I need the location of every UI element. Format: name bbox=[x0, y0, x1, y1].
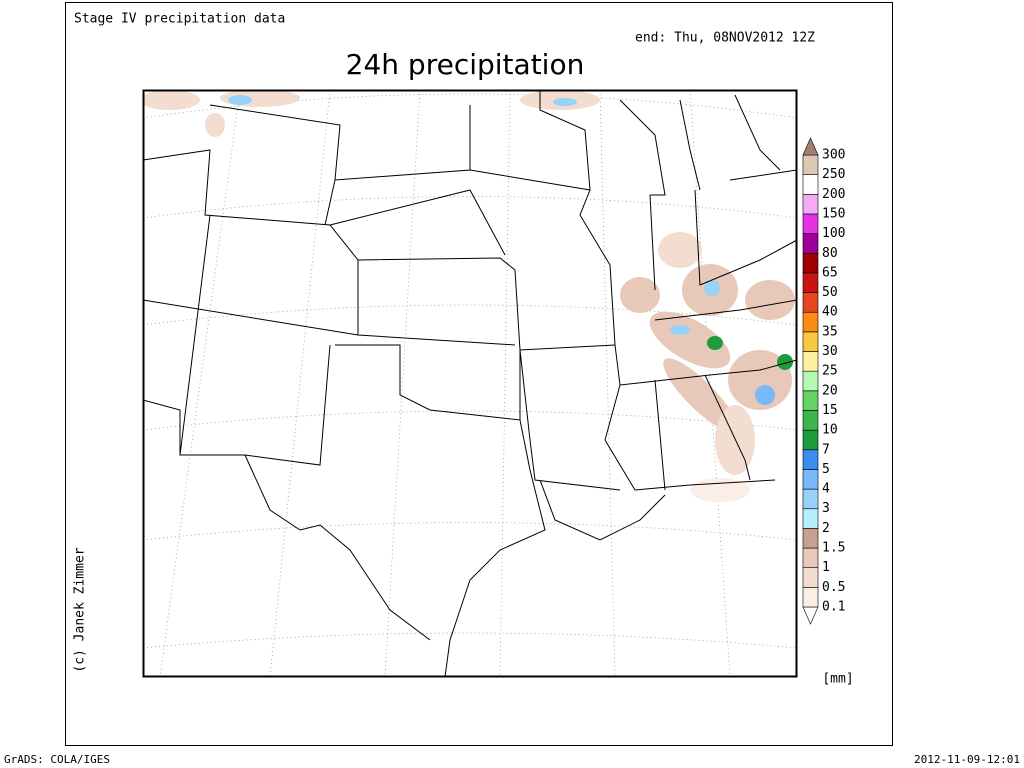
colorbar-box bbox=[802, 311, 819, 333]
colorbar-label: 40 bbox=[822, 305, 838, 320]
colorbar-label: 10 bbox=[822, 423, 838, 438]
map bbox=[142, 89, 798, 678]
colorbar-box bbox=[802, 213, 819, 234]
colorbar-box bbox=[802, 547, 819, 568]
colorbar: 0.1 0.5 1 1.5 2 3 4 5 7 10 15 20 25 30 35 40 50 65 80 100 15… bbox=[802, 137, 845, 625]
software-credit: GrADS: COLA/IGES bbox=[4, 753, 110, 766]
colorbar-label: 3 bbox=[822, 501, 830, 516]
colorbar-label: 30 bbox=[822, 344, 838, 359]
colorbar-label: 300 bbox=[822, 148, 845, 163]
colorbar-label: 2 bbox=[822, 521, 830, 536]
colorbar-label: 1 bbox=[822, 560, 830, 575]
colorbar-label: 35 bbox=[822, 324, 838, 339]
colorbar-box bbox=[802, 449, 819, 470]
colorbar-box bbox=[802, 587, 819, 608]
colorbar-box bbox=[802, 508, 819, 529]
plot-frame bbox=[65, 2, 893, 746]
colorbar-label: 0.5 bbox=[822, 580, 845, 595]
colorbar-label: 25 bbox=[822, 364, 838, 379]
colorbar-box bbox=[802, 252, 819, 274]
colorbar-box bbox=[802, 429, 819, 451]
colorbar-label: 5 bbox=[822, 462, 830, 477]
great-lakes bbox=[619, 94, 797, 196]
colorbar-label: 20 bbox=[822, 383, 838, 398]
colorbar-box bbox=[802, 174, 819, 195]
colorbar-box bbox=[802, 469, 819, 490]
colorbar-label: 65 bbox=[822, 265, 838, 280]
colorbar-label: 100 bbox=[822, 226, 845, 241]
colorbar-label: 0.1 bbox=[822, 600, 845, 615]
colorbar-box bbox=[802, 331, 819, 352]
colorbar-label: 250 bbox=[822, 167, 845, 182]
timestamp: 2012-11-09-12:01 bbox=[914, 753, 1020, 766]
precipitation-field bbox=[143, 90, 795, 502]
colorbar-label: 50 bbox=[822, 285, 838, 300]
colorbar-box bbox=[802, 390, 819, 411]
colorbar-upper-extension bbox=[802, 137, 819, 156]
state-borders bbox=[143, 90, 797, 677]
colorbar-box bbox=[802, 488, 819, 510]
map-frame bbox=[142, 89, 798, 678]
colorbar-box bbox=[802, 154, 819, 175]
colorbar-box bbox=[802, 567, 819, 588]
colorbar-box bbox=[802, 410, 819, 431]
colorbar-box bbox=[802, 194, 819, 215]
colorbar-label: 7 bbox=[822, 442, 830, 457]
colorbar-label: 15 bbox=[822, 403, 838, 418]
colorbar-box bbox=[802, 528, 819, 549]
colorbar-box bbox=[802, 370, 819, 392]
graticule bbox=[143, 90, 797, 677]
colorbar-box bbox=[802, 233, 819, 254]
map-title: 24h precipitation bbox=[346, 48, 585, 81]
dataset-label: Stage IV precipitation data bbox=[74, 12, 285, 27]
colorbar-label: 4 bbox=[822, 482, 830, 497]
colorbar-label: 200 bbox=[822, 187, 845, 202]
colorbar-box bbox=[802, 351, 819, 372]
colorbar-label: 1.5 bbox=[822, 541, 845, 556]
colorbar-box bbox=[802, 292, 819, 313]
colorbar-label: 150 bbox=[822, 206, 845, 221]
valid-time: end: Thu, 08NOV2012 12Z bbox=[635, 31, 815, 46]
colorbar-box bbox=[802, 272, 819, 293]
copyright: (c) Janek Zimmer bbox=[73, 547, 88, 672]
colorbar-label: 80 bbox=[822, 246, 838, 261]
unit-label: [mm] bbox=[822, 672, 853, 687]
